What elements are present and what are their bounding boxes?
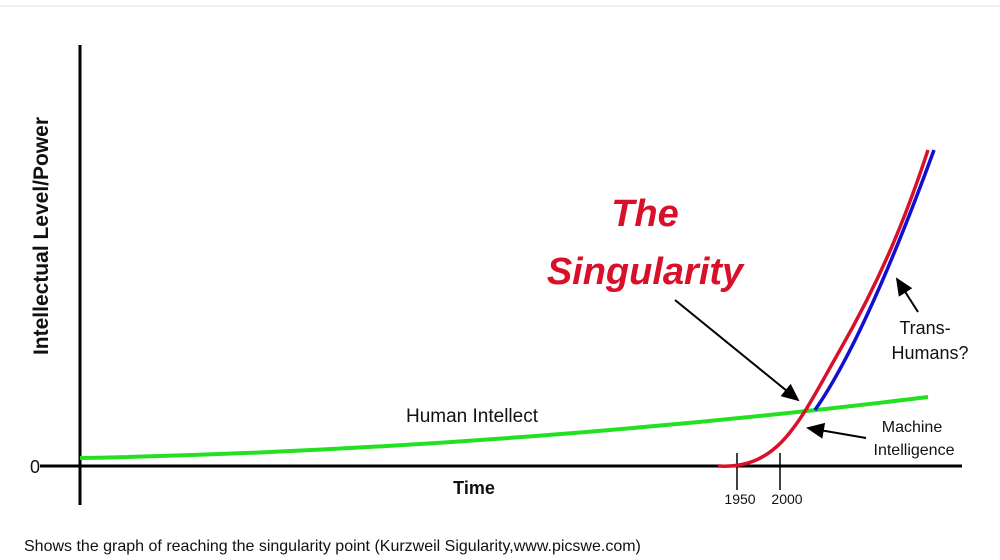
- tick-label: 1950: [724, 491, 755, 507]
- machine-label: Intelligence: [874, 442, 955, 459]
- origin-label: 0: [30, 457, 40, 477]
- x-axis-label: Time: [453, 478, 495, 498]
- title-line: Singularity: [547, 251, 745, 293]
- y-axis-label: Intellectual Level/Power: [30, 117, 53, 355]
- machine-curve: [717, 149, 930, 468]
- tick-label: 2000: [771, 491, 802, 507]
- transhuman-label: Humans?: [891, 343, 968, 363]
- transhuman-curve: [813, 149, 936, 412]
- human-curve: [79, 395, 929, 460]
- caption: Shows the graph of reaching the singular…: [24, 538, 641, 555]
- arrow: [674, 299, 800, 402]
- machine-label: Machine: [882, 419, 943, 436]
- human-label: Human Intellect: [406, 406, 539, 427]
- transhuman-label: Trans-: [899, 318, 950, 338]
- title-line: The: [611, 193, 679, 235]
- arrow: [895, 277, 919, 313]
- arrow: [806, 422, 867, 439]
